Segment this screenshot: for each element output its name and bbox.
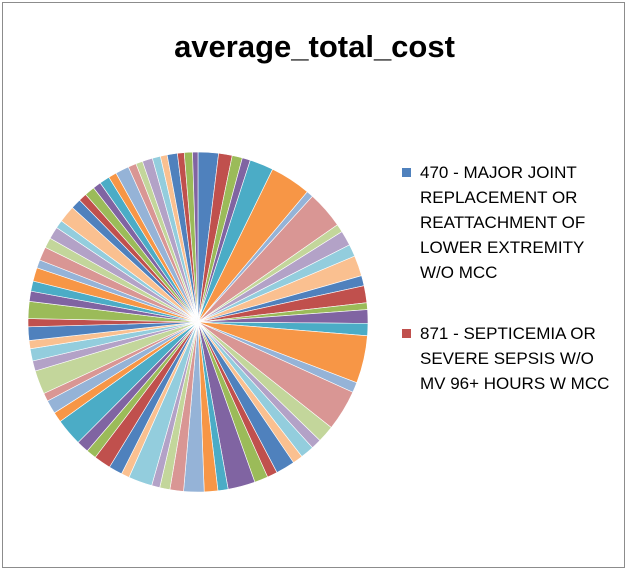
legend-swatch: [402, 168, 411, 177]
legend-entry: 470 - MAJOR JOINT REPLACEMENT OR REATTAC…: [402, 160, 614, 285]
legend-swatch: [402, 329, 411, 338]
pie-slices: [27, 151, 369, 493]
legend-label: 470 - MAJOR JOINT REPLACEMENT OR REATTAC…: [420, 163, 586, 282]
legend-label: 871 - SEPTICEMIA OR SEVERE SEPSIS W/O MV…: [420, 324, 610, 393]
chart-legend: 470 - MAJOR JOINT REPLACEMENT OR REATTAC…: [402, 160, 614, 396]
pie-slice: [192, 151, 199, 323]
chart-title: average_total_cost: [174, 29, 455, 64]
legend-entry: 871 - SEPTICEMIA OR SEVERE SEPSIS W/O MV…: [402, 321, 614, 396]
